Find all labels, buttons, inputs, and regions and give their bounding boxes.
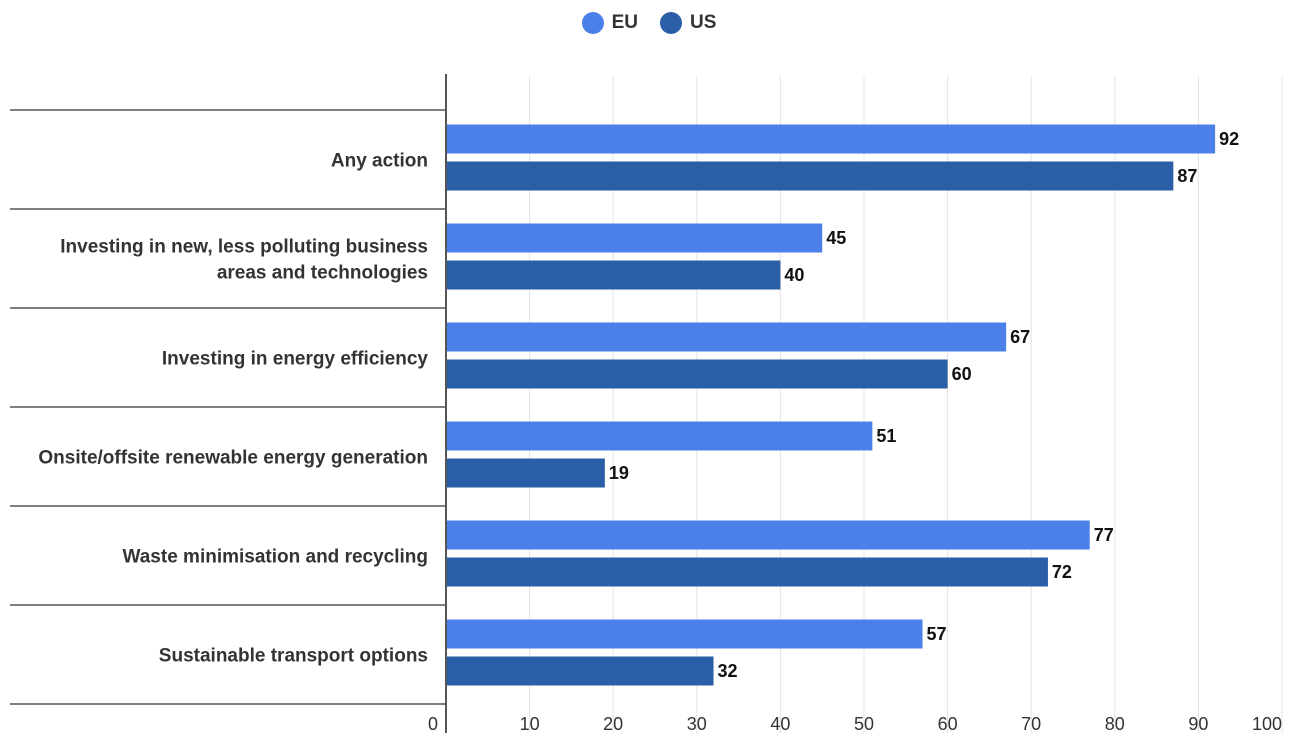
data-label: 32 [718, 661, 738, 681]
legend-item-us: US [660, 12, 716, 34]
bar-eu [446, 124, 1216, 154]
category-label: Investing in new, less polluting busines… [60, 237, 428, 258]
bar-us [446, 260, 781, 290]
bar-us [446, 557, 1048, 587]
category-label: Onsite/offsite renewable energy generati… [38, 448, 428, 469]
legend-label: EU [611, 12, 638, 33]
legend-label: US [690, 12, 717, 33]
x-tick-label: 60 [938, 714, 958, 733]
x-tick-label: 0 [428, 714, 438, 733]
category-label: Investing in energy efficiency [162, 349, 429, 370]
bar-us [446, 161, 1174, 191]
bar-eu [446, 223, 823, 253]
data-label: 40 [784, 265, 804, 285]
data-label: 19 [609, 463, 629, 483]
bar-us [446, 656, 714, 686]
data-label: 77 [1094, 525, 1114, 545]
bar-eu [446, 421, 873, 451]
data-label: 45 [826, 228, 846, 248]
legend: EU US [0, 12, 1298, 34]
x-tick-label: 50 [854, 714, 874, 733]
data-label: 92 [1219, 129, 1239, 149]
category-label: Waste minimisation and recycling [123, 547, 428, 568]
category-label: areas and technologies [217, 263, 428, 284]
x-tick-label: 20 [603, 714, 623, 733]
data-label: 57 [927, 624, 947, 644]
data-label: 51 [876, 426, 896, 446]
x-tick-label: 90 [1188, 714, 1208, 733]
bar-eu [446, 619, 923, 649]
bar-us [446, 458, 605, 488]
x-tick-label: 80 [1105, 714, 1125, 733]
data-label: 87 [1177, 166, 1197, 186]
data-label: 67 [1010, 327, 1030, 347]
x-tick-label: 10 [520, 714, 540, 733]
data-label: 60 [952, 364, 972, 384]
x-tick-label: 100 [1252, 714, 1282, 733]
category-label: Sustainable transport options [159, 646, 428, 667]
legend-marker [660, 12, 682, 34]
bar-eu [446, 322, 1007, 352]
x-tick-label: 70 [1021, 714, 1041, 733]
bar-eu [446, 520, 1090, 550]
legend-marker [581, 12, 604, 34]
x-tick-label: 40 [770, 714, 790, 733]
legend-item-eu: EU [581, 12, 638, 34]
data-label: 72 [1052, 562, 1072, 582]
bar-us [446, 359, 948, 389]
category-label: Any action [331, 151, 428, 172]
x-tick-label: 30 [687, 714, 707, 733]
